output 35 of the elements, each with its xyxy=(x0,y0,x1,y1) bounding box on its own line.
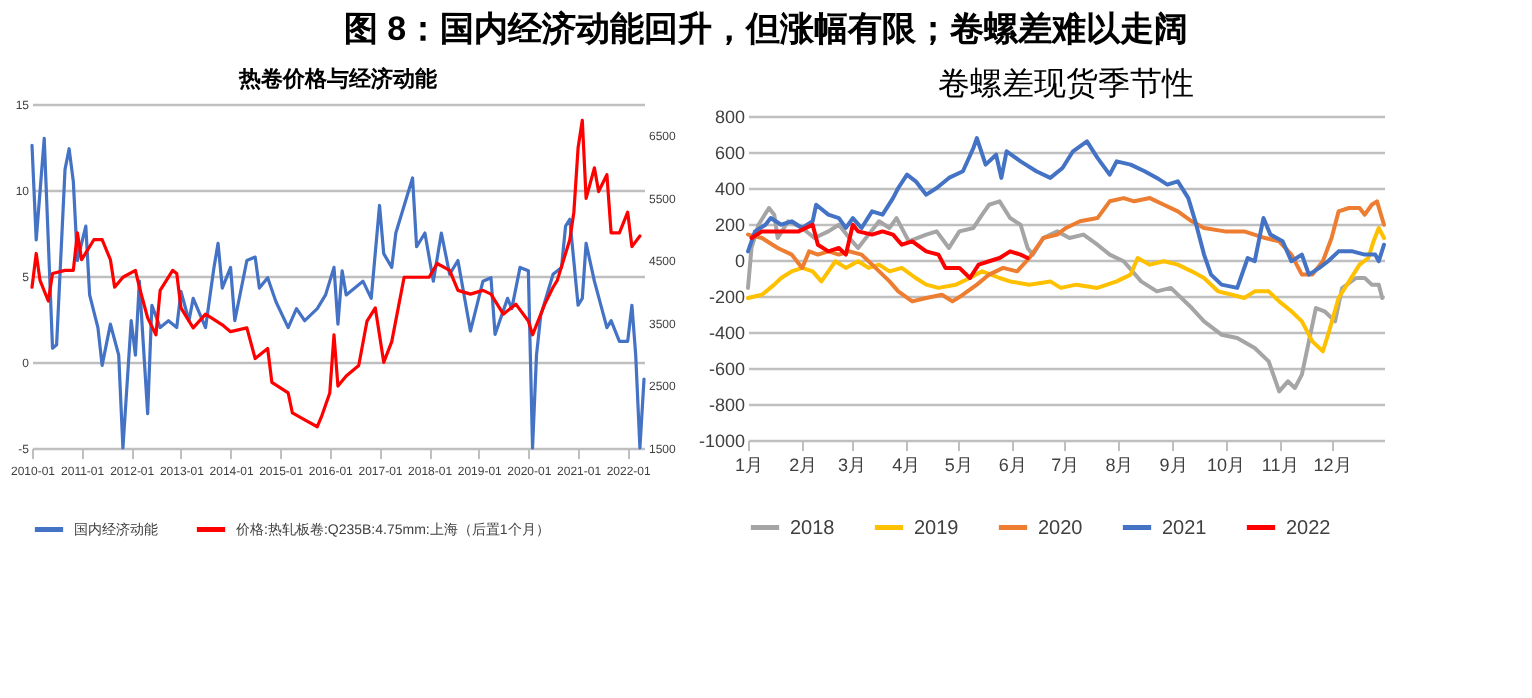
x-tick-label: 5月 xyxy=(944,455,973,475)
y-tick-label: 400 xyxy=(714,179,745,199)
legend-label: 2019 xyxy=(914,517,960,540)
line-series xyxy=(746,196,1386,304)
x-tick-label: 12月 xyxy=(1313,455,1352,475)
x-tick-label: 10月 xyxy=(1206,455,1246,475)
y-tick-label: 800 xyxy=(714,107,745,127)
y-tick-label: -800 xyxy=(708,395,745,415)
y-tick-label: 200 xyxy=(714,215,745,235)
caption: 图 8：国内经济动能回升，但涨幅有限；卷螺差难以走阔 xyxy=(341,8,1191,52)
line-series xyxy=(746,136,1386,290)
x-tick-label: 1月 xyxy=(734,455,764,475)
x-tick-label: 3月 xyxy=(838,455,867,475)
line-series xyxy=(746,225,1386,354)
legend-label: 2020 xyxy=(1038,517,1084,540)
legend-label: 2021 xyxy=(1162,517,1208,540)
y-tick-label: -200 xyxy=(708,287,745,307)
line-series xyxy=(746,199,1385,394)
legend-label: 2022 xyxy=(1286,517,1332,540)
y-tick-label: -400 xyxy=(708,323,745,343)
chart-title: 卷螺差现货季节性 xyxy=(938,66,1194,102)
x-tick-label: 9月 xyxy=(1159,455,1188,475)
x-tick-label: 6月 xyxy=(998,455,1027,475)
y-tick-label: -1000 xyxy=(698,431,745,451)
chart-title: 热卷价格与经济动能 xyxy=(237,66,439,92)
y-tick-label: 0 xyxy=(734,251,745,271)
x-tick-label: 4月 xyxy=(892,455,921,475)
x-tick-label: 7月 xyxy=(1051,455,1080,475)
y-tick-label: 600 xyxy=(714,143,745,163)
line-series xyxy=(749,222,1030,280)
x-tick-label: 8月 xyxy=(1105,455,1134,475)
legend-label: 2018 xyxy=(790,517,836,540)
x-tick-label: 2月 xyxy=(789,455,818,475)
y-tick-label: -600 xyxy=(708,359,745,379)
x-tick-label: 11月 xyxy=(1261,455,1299,475)
